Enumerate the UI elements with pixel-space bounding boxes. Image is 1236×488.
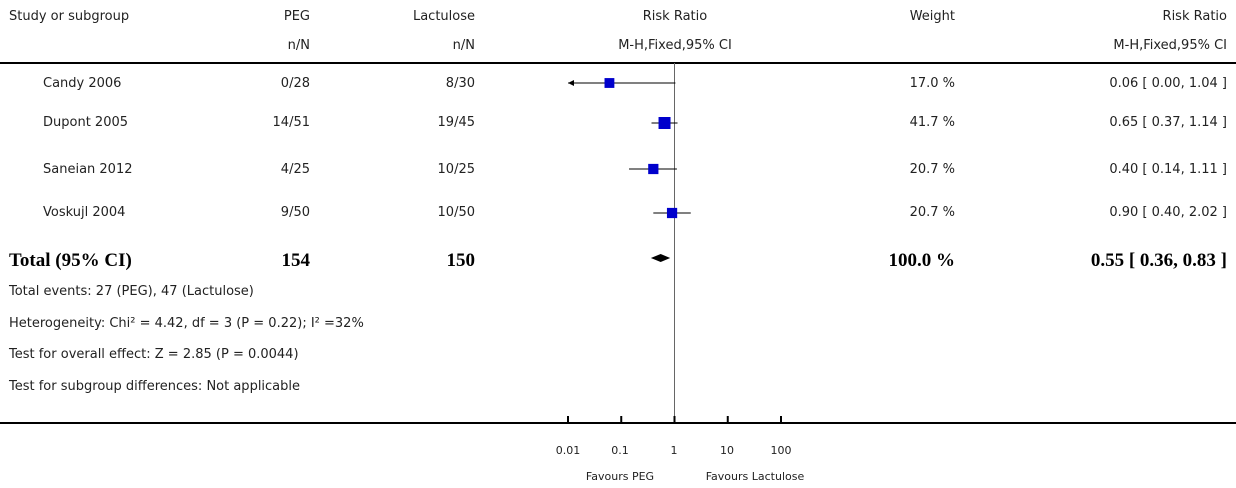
pooled-diamond <box>650 254 671 262</box>
study-estimate-marker <box>604 78 615 88</box>
study-weight: 20.7 % <box>909 205 955 220</box>
favours-right-label: Favours Lactulose <box>705 470 805 483</box>
study-lactulose: 8/30 <box>445 76 475 91</box>
col-header-risk-ratio: Risk Ratio <box>1162 9 1227 24</box>
study-peg: 9/50 <box>280 205 310 220</box>
col-header-study: Study or subgroup <box>9 9 130 24</box>
study-estimate-marker <box>666 207 678 219</box>
col-header-weight: Weight <box>909 9 955 24</box>
axis-tick-label: 0.01 <box>555 444 581 457</box>
total-ci: 0.55 [ 0.36, 0.83 ] <box>1090 250 1227 271</box>
study-name: Candy 2006 <box>43 76 122 91</box>
study-weight: 20.7 % <box>909 162 955 177</box>
axis-tick-label: 1 <box>670 444 678 457</box>
col-subheader-lactulose: n/N <box>452 38 475 53</box>
total-weight: 100.0 % <box>888 250 956 271</box>
study-name: Saneian 2012 <box>43 162 133 177</box>
study-lactulose: 10/50 <box>437 205 475 220</box>
total-events-note: Total events: 27 (PEG), 47 (Lactulose) <box>9 284 254 299</box>
study-ci: 0.40 [ 0.14, 1.11 ] <box>1109 162 1227 177</box>
col-header-lactulose: Lactulose <box>412 9 475 24</box>
col-subheader-method: M-H,Fixed,95% CI <box>618 38 732 53</box>
total-label: Total (95% CI) <box>9 250 132 271</box>
ci-arrow <box>568 80 574 86</box>
subgroup-differences-note: Test for subgroup differences: Not appli… <box>9 379 301 394</box>
study-ci: 0.65 [ 0.37, 1.14 ] <box>1109 115 1227 130</box>
study-peg: 4/25 <box>280 162 310 177</box>
study-name: Voskujl 2004 <box>43 205 126 220</box>
total-peg: 154 <box>281 250 311 271</box>
heterogeneity-note: Heterogeneity: Chi² = 4.42, df = 3 (P = … <box>9 316 364 331</box>
study-weight: 41.7 % <box>909 115 955 130</box>
study-ci: 0.06 [ 0.00, 1.04 ] <box>1109 76 1227 91</box>
axis-tick-label: 100 <box>770 444 792 457</box>
study-lactulose: 10/25 <box>437 162 475 177</box>
study-lactulose: 19/45 <box>437 115 475 130</box>
study-name: Dupont 2005 <box>43 115 129 130</box>
col-subheader-method-right: M-H,Fixed,95% CI <box>1113 38 1227 53</box>
col-header-peg: PEG <box>283 9 310 24</box>
favours-left-label: Favours PEG <box>585 470 655 483</box>
study-peg: 14/51 <box>272 115 310 130</box>
col-subheader-peg: n/N <box>287 38 310 53</box>
header-divider <box>0 62 1236 64</box>
study-estimate-marker <box>658 117 671 129</box>
axis-tick-label: 0.1 <box>611 444 629 457</box>
study-weight: 17.0 % <box>909 76 955 91</box>
overall-effect-note: Test for overall effect: Z = 2.85 (P = 0… <box>9 347 299 362</box>
axis-baseline <box>0 422 1236 424</box>
study-ci: 0.90 [ 0.40, 2.02 ] <box>1109 205 1227 220</box>
total-lactulose: 150 <box>446 250 476 271</box>
study-estimate-marker <box>648 163 659 175</box>
col-header-risk-ratio-plot: Risk Ratio <box>642 9 708 24</box>
study-peg: 0/28 <box>280 76 310 91</box>
axis-tick-label: 10 <box>720 444 734 457</box>
